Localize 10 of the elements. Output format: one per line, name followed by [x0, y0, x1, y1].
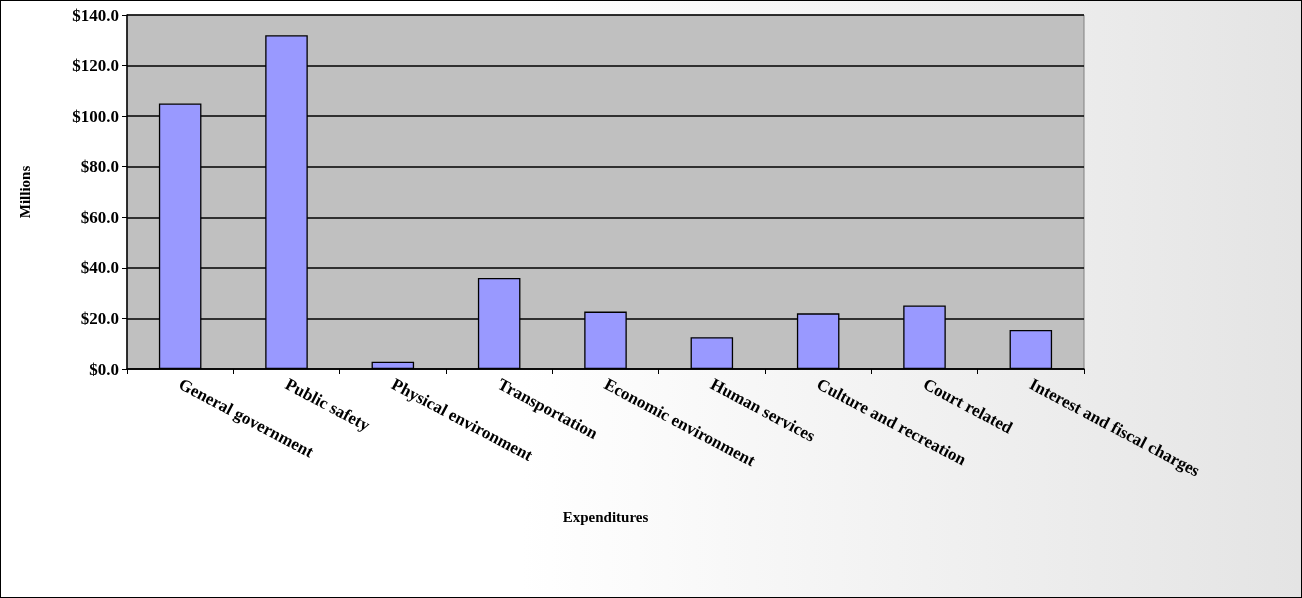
x-axis-title: Expenditures [562, 508, 649, 525]
y-tick-label: $100.0 [72, 106, 119, 126]
y-tick-label: $40.0 [80, 258, 119, 278]
y-tick-label: $0.0 [89, 359, 119, 379]
y-tick-label: $120.0 [72, 56, 119, 76]
y-tick-label: $80.0 [80, 157, 119, 177]
y-tick-label: $20.0 [80, 308, 119, 328]
y-tick-label: $60.0 [80, 207, 119, 227]
y-tick-label: $140.0 [72, 5, 119, 25]
y-axis-title: Millions [16, 165, 33, 219]
